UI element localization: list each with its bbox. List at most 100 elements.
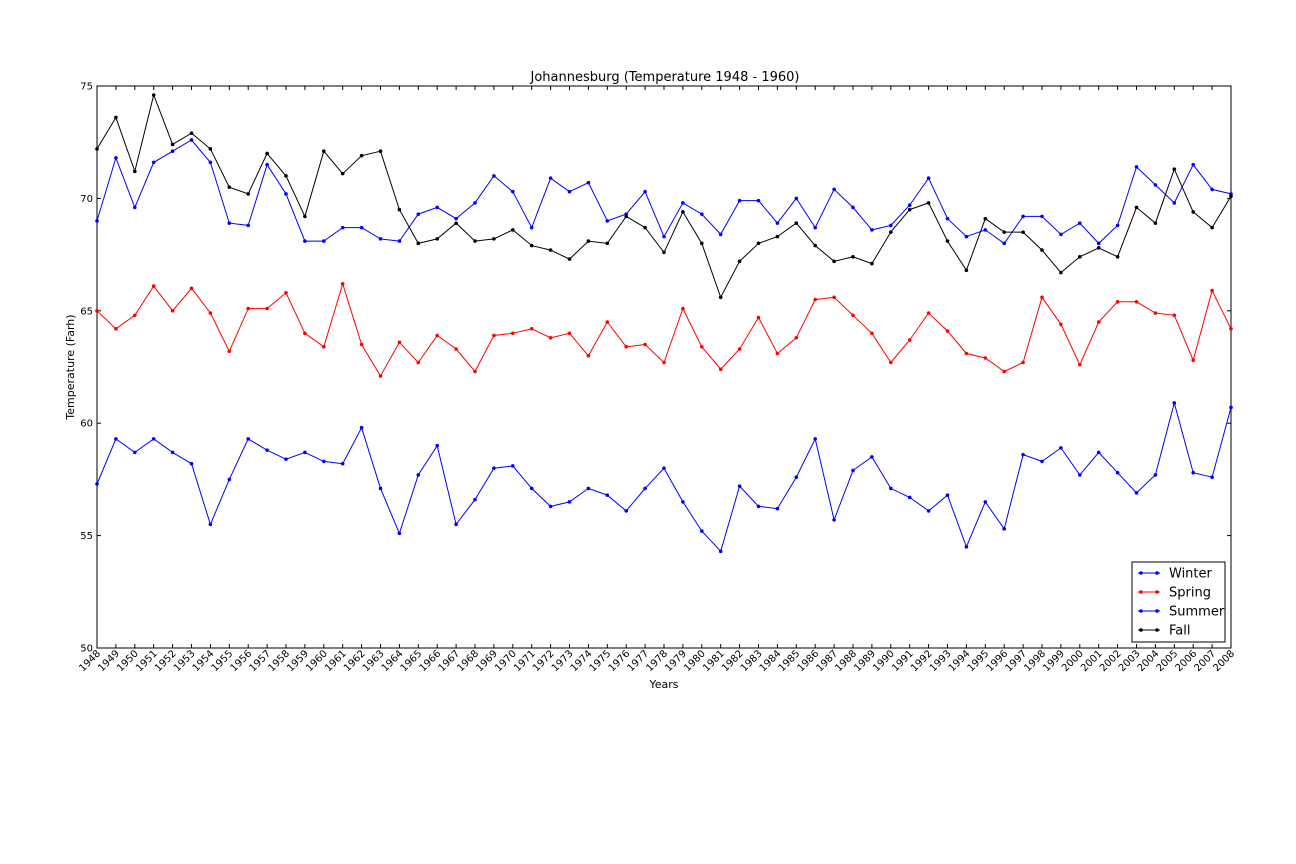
legend-label-fall: Fall xyxy=(1169,624,1190,639)
series-line-winter xyxy=(96,139,1232,245)
data-point xyxy=(1078,221,1082,225)
data-point xyxy=(548,176,553,180)
data-point xyxy=(397,207,402,212)
data-point xyxy=(548,248,553,252)
data-point xyxy=(737,347,742,351)
data-point xyxy=(284,291,288,295)
data-point xyxy=(624,509,628,513)
data-point xyxy=(983,216,988,221)
data-point xyxy=(511,331,515,336)
data-point xyxy=(397,239,402,243)
data-point xyxy=(265,306,269,311)
y-axis-title: Temperature (Farh) xyxy=(64,314,77,420)
data-point xyxy=(775,221,780,225)
data-point xyxy=(511,464,515,468)
data-point xyxy=(775,506,780,511)
data-point xyxy=(737,259,742,264)
data-point xyxy=(322,149,326,153)
data-point xyxy=(435,333,440,338)
data-point xyxy=(926,176,931,180)
plot-frame xyxy=(96,85,1232,649)
data-point xyxy=(227,477,232,482)
data-point xyxy=(1153,311,1158,315)
legend-marker xyxy=(1139,628,1143,632)
data-point xyxy=(643,189,647,194)
data-point xyxy=(397,340,402,345)
data-point xyxy=(265,162,269,167)
data-point xyxy=(284,192,288,196)
data-point xyxy=(492,333,496,338)
data-point xyxy=(681,500,685,504)
data-point xyxy=(227,185,232,189)
data-point xyxy=(700,344,704,349)
data-point xyxy=(851,313,855,318)
data-point xyxy=(114,326,118,331)
data-point xyxy=(794,221,799,225)
data-point xyxy=(775,351,780,356)
data-point xyxy=(1191,358,1195,363)
data-point xyxy=(832,518,836,522)
data-point xyxy=(964,351,969,356)
series-line-fall xyxy=(96,93,1232,299)
data-point xyxy=(662,250,666,255)
data-point xyxy=(1115,300,1120,304)
data-point xyxy=(700,529,704,533)
data-point xyxy=(907,207,912,212)
data-point xyxy=(473,201,477,205)
y-tick-label: 70 xyxy=(80,194,93,205)
data-point xyxy=(624,344,628,349)
data-point xyxy=(870,455,874,459)
data-point xyxy=(1040,295,1044,300)
data-point xyxy=(1153,183,1158,187)
data-point xyxy=(775,234,780,239)
data-point xyxy=(1078,473,1082,477)
data-point xyxy=(718,295,723,300)
data-point xyxy=(416,360,421,365)
y-tick-label: 60 xyxy=(80,419,93,430)
data-point xyxy=(1172,167,1177,171)
data-point xyxy=(1096,246,1101,250)
data-point xyxy=(813,297,817,302)
data-point xyxy=(227,221,232,225)
y-tick-label: 55 xyxy=(80,531,93,542)
data-point xyxy=(435,237,440,241)
data-point xyxy=(492,174,496,178)
data-point xyxy=(1134,165,1139,169)
data-point xyxy=(737,484,742,488)
data-point xyxy=(1021,214,1025,219)
data-point xyxy=(813,437,817,441)
data-point xyxy=(1115,223,1120,228)
data-point xyxy=(529,486,534,491)
data-point xyxy=(700,241,704,246)
data-point xyxy=(1115,470,1120,475)
data-point xyxy=(473,369,477,374)
legend-marker xyxy=(1155,571,1159,575)
legend-marker xyxy=(1139,609,1143,613)
data-point xyxy=(832,187,836,192)
data-point xyxy=(586,353,591,358)
data-point xyxy=(359,225,364,230)
data-point xyxy=(246,437,250,441)
data-point xyxy=(964,545,969,549)
data-point xyxy=(189,461,194,466)
data-point xyxy=(794,475,799,479)
data-point xyxy=(322,459,326,464)
data-point xyxy=(681,201,685,205)
data-point xyxy=(359,342,364,347)
data-point xyxy=(1153,473,1158,477)
data-point xyxy=(454,522,458,527)
data-point xyxy=(756,241,761,246)
data-point xyxy=(151,437,156,441)
data-point xyxy=(359,153,364,158)
data-point xyxy=(133,169,137,174)
data-point xyxy=(926,509,931,513)
data-point xyxy=(151,284,156,288)
data-point xyxy=(1096,241,1101,246)
legend-box xyxy=(1131,561,1226,643)
data-point xyxy=(378,374,383,378)
data-point xyxy=(964,234,969,239)
data-point xyxy=(227,349,232,354)
series-line-summer xyxy=(96,401,1232,553)
data-point xyxy=(511,189,515,194)
data-point xyxy=(605,219,610,223)
